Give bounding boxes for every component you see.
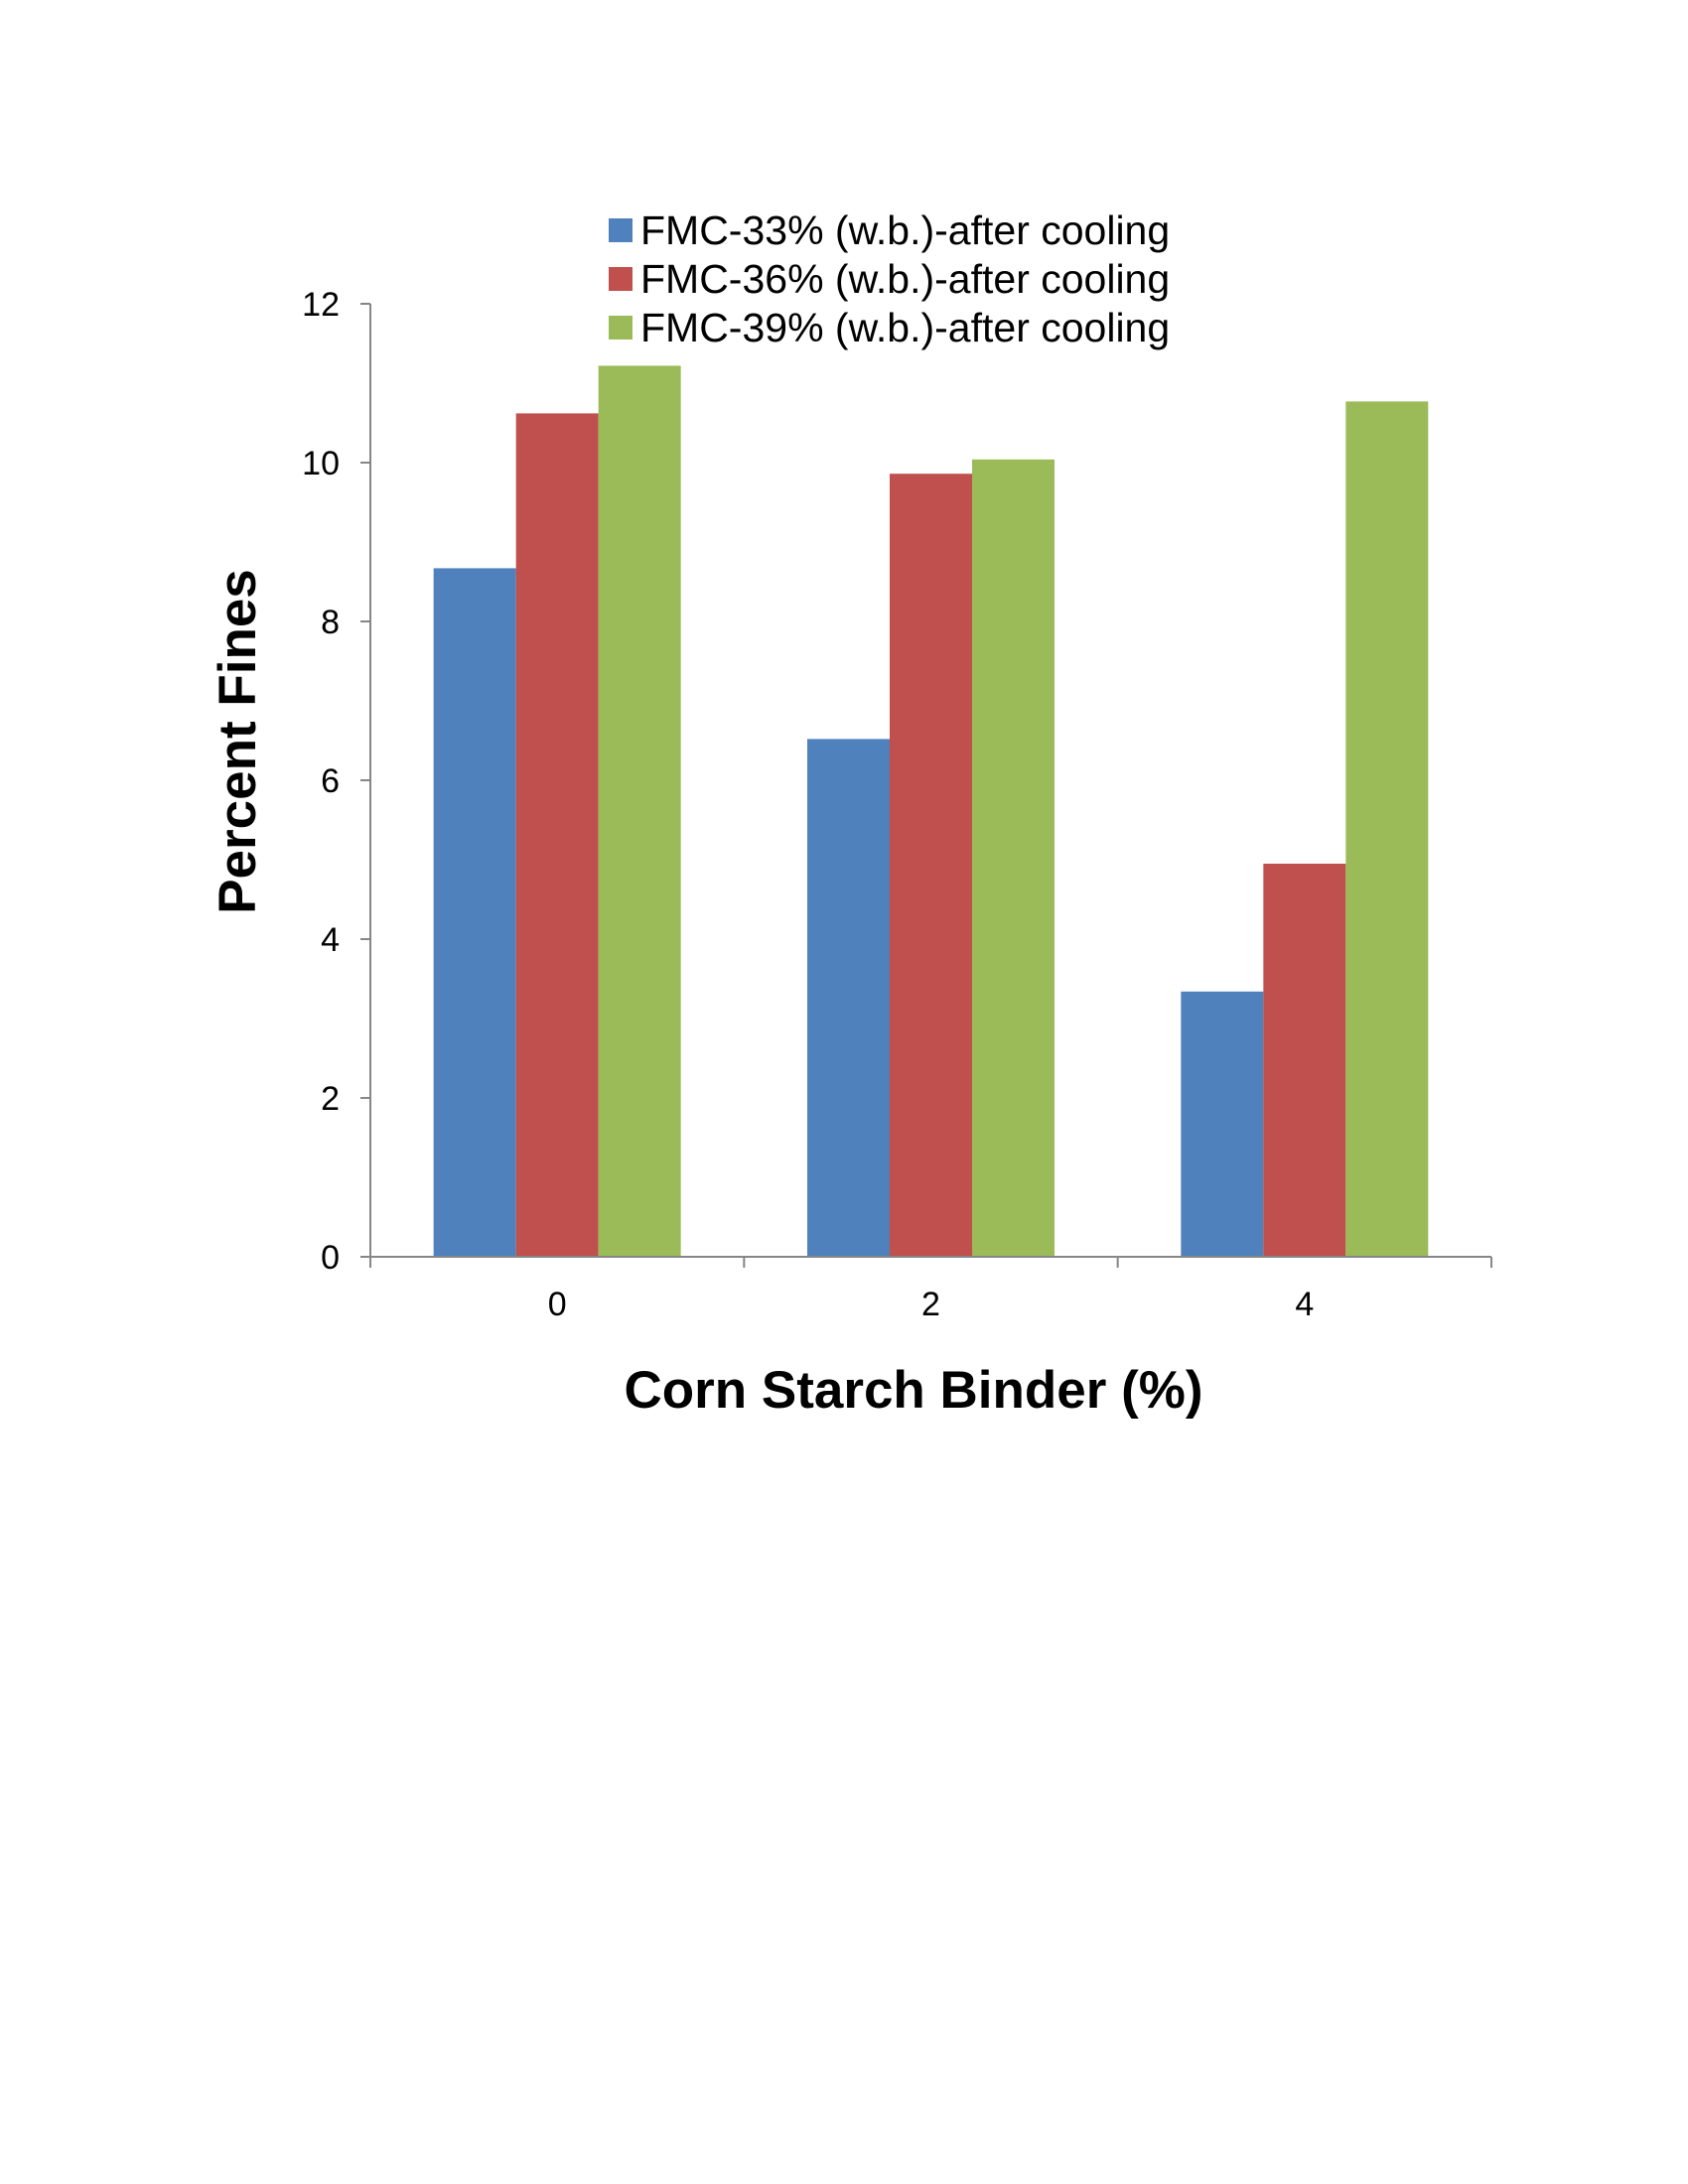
legend-swatch [609, 218, 633, 242]
x-tick-label: 0 [548, 1286, 567, 1323]
legend-swatch [609, 316, 633, 340]
y-tick-label: 0 [321, 1239, 340, 1277]
y-axis-title: Percent Fines [209, 569, 267, 914]
legend-swatch [609, 267, 633, 291]
bar-series-3-category-4 [1345, 401, 1429, 1257]
bar-series-1-category-4 [1181, 991, 1264, 1257]
y-tick-label: 12 [302, 286, 340, 324]
axes-layer: 0 2 4 6 8 10 12 0 2 4 [302, 286, 1492, 1323]
bar-series-3-category-2 [972, 459, 1055, 1257]
y-tick-label: 10 [302, 445, 340, 482]
bars-layer [433, 365, 1429, 1257]
legend-label: FMC-39% (w.b.)-after cooling [640, 305, 1170, 350]
legend-label: FMC-33% (w.b.)-after cooling [640, 207, 1170, 253]
y-tick-label: 6 [321, 762, 340, 800]
bar-series-1-category-2 [807, 739, 890, 1257]
bar-series-2-category-2 [890, 474, 972, 1257]
bar-series-2-category-4 [1263, 864, 1346, 1257]
y-tick-label: 8 [321, 604, 340, 641]
x-axis-title: Corn Starch Binder (%) [624, 1361, 1202, 1420]
bar-series-3-category-0 [598, 365, 681, 1257]
y-tick-label: 2 [321, 1080, 340, 1118]
bar-series-2-category-0 [515, 413, 599, 1257]
bar-series-1-category-0 [433, 568, 516, 1257]
x-tick-label: 2 [921, 1286, 940, 1323]
y-tick-label: 4 [321, 921, 340, 959]
legend-label: FMC-36% (w.b.)-after cooling [640, 256, 1170, 302]
x-tick-label: 4 [1295, 1286, 1314, 1323]
